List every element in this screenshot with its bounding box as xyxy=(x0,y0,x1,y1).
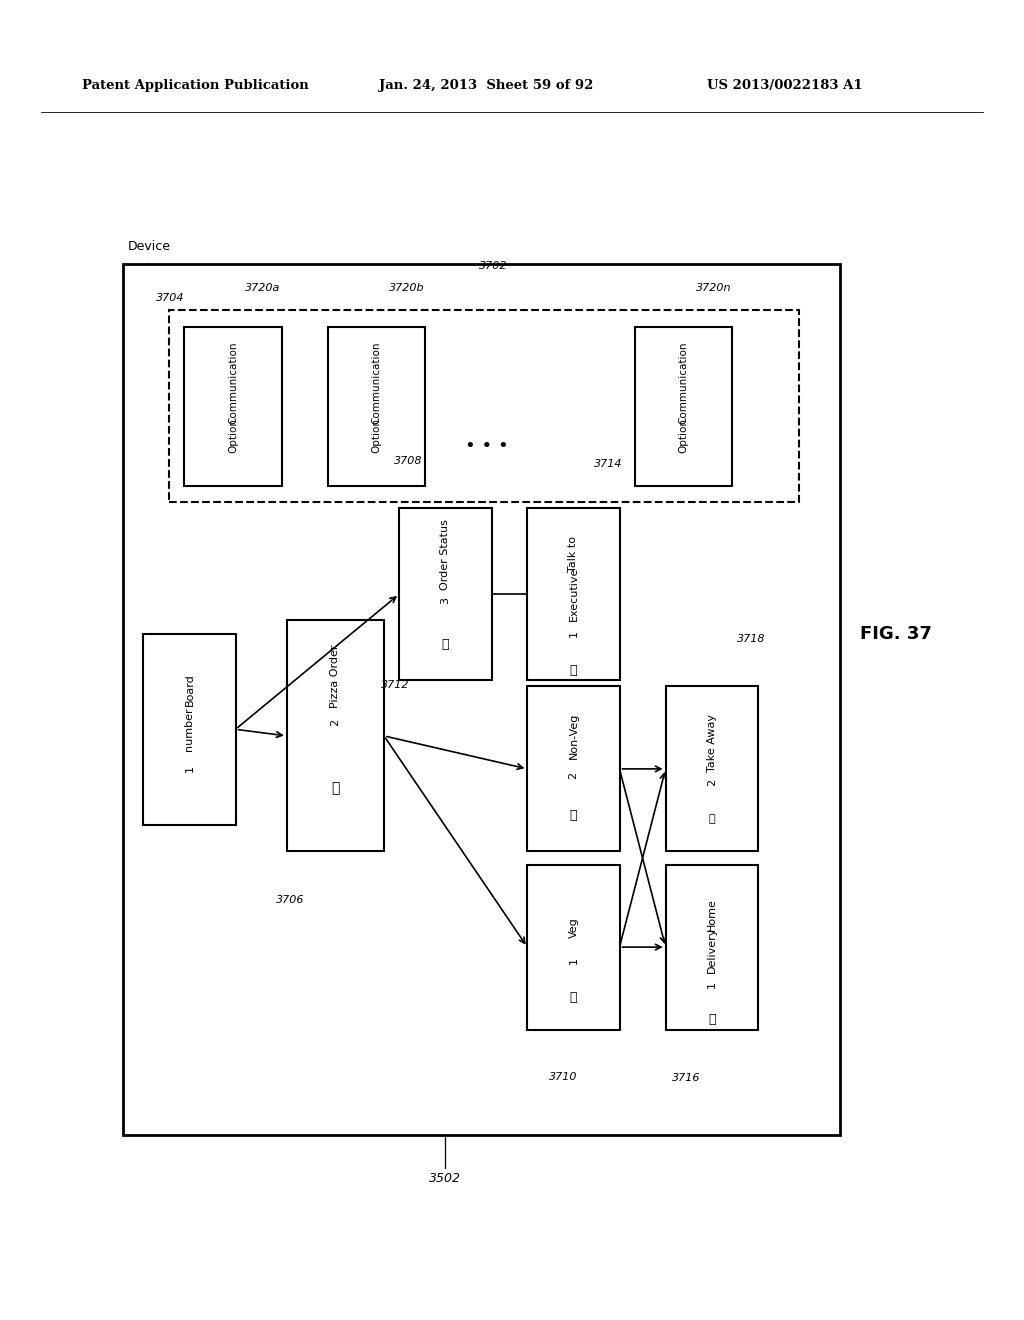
Text: 3712: 3712 xyxy=(381,680,410,690)
Text: Executive: Executive xyxy=(568,566,579,622)
Text: 1: 1 xyxy=(184,766,195,772)
Text: 3716: 3716 xyxy=(672,1073,700,1084)
Text: 3720b: 3720b xyxy=(389,282,424,293)
Text: Option: Option xyxy=(228,418,238,453)
Text: number: number xyxy=(184,708,195,751)
Text: Board: Board xyxy=(184,673,195,706)
Text: 3702: 3702 xyxy=(479,260,508,271)
Text: Communication: Communication xyxy=(372,342,381,424)
Text: Non-Veg: Non-Veg xyxy=(568,713,579,759)
Text: Veg: Veg xyxy=(568,917,579,937)
Text: Delivery: Delivery xyxy=(707,927,717,973)
Text: 🍗: 🍗 xyxy=(569,809,578,821)
Bar xyxy=(635,327,732,486)
Text: 3710: 3710 xyxy=(549,1072,578,1082)
Text: Communication: Communication xyxy=(228,342,238,424)
Text: 3708: 3708 xyxy=(394,455,423,466)
Text: 📞: 📞 xyxy=(569,664,578,677)
Bar xyxy=(527,865,620,1030)
Text: Option: Option xyxy=(372,418,381,453)
Bar xyxy=(169,310,799,502)
Bar xyxy=(666,686,758,851)
Text: Device: Device xyxy=(128,240,171,253)
Text: 3718: 3718 xyxy=(737,634,766,644)
Text: US 2013/0022183 A1: US 2013/0022183 A1 xyxy=(707,79,862,92)
Text: ⏰: ⏰ xyxy=(441,638,450,651)
Bar xyxy=(184,327,282,486)
Text: 3706: 3706 xyxy=(276,895,305,906)
Text: 3502: 3502 xyxy=(429,1172,462,1185)
Text: 🚶: 🚶 xyxy=(709,814,715,824)
Bar xyxy=(399,508,492,680)
Text: Order Status: Order Status xyxy=(440,519,451,590)
Bar xyxy=(527,508,620,680)
Bar xyxy=(143,634,236,825)
Text: Pizza Order: Pizza Order xyxy=(331,644,340,709)
Text: Talk to: Talk to xyxy=(568,536,579,573)
Text: Home: Home xyxy=(707,898,717,931)
Bar xyxy=(527,686,620,851)
Text: 2: 2 xyxy=(568,772,579,779)
Text: • • •: • • • xyxy=(465,437,508,455)
Text: FIG. 37: FIG. 37 xyxy=(860,624,932,643)
Bar xyxy=(666,865,758,1030)
Text: 3704: 3704 xyxy=(156,293,184,304)
Text: 1: 1 xyxy=(568,957,579,964)
Text: 1: 1 xyxy=(568,630,579,638)
Bar xyxy=(123,264,840,1135)
Text: 2: 2 xyxy=(707,779,717,785)
Bar xyxy=(328,327,425,486)
Text: 🍕: 🍕 xyxy=(331,781,340,796)
Text: 1: 1 xyxy=(707,981,717,987)
Text: 3720a: 3720a xyxy=(246,282,281,293)
Text: Communication: Communication xyxy=(679,342,688,424)
Text: 🥕: 🥕 xyxy=(569,991,578,1003)
Text: 🏠: 🏠 xyxy=(708,1014,716,1026)
Text: Take Away: Take Away xyxy=(707,714,717,771)
Text: 3714: 3714 xyxy=(594,458,623,469)
Text: 3720n: 3720n xyxy=(696,282,731,293)
Text: Option: Option xyxy=(679,418,688,453)
Text: Jan. 24, 2013  Sheet 59 of 92: Jan. 24, 2013 Sheet 59 of 92 xyxy=(379,79,593,92)
Text: 3: 3 xyxy=(440,597,451,605)
Bar xyxy=(287,620,384,851)
Text: 2: 2 xyxy=(331,719,340,726)
Text: Patent Application Publication: Patent Application Publication xyxy=(82,79,308,92)
